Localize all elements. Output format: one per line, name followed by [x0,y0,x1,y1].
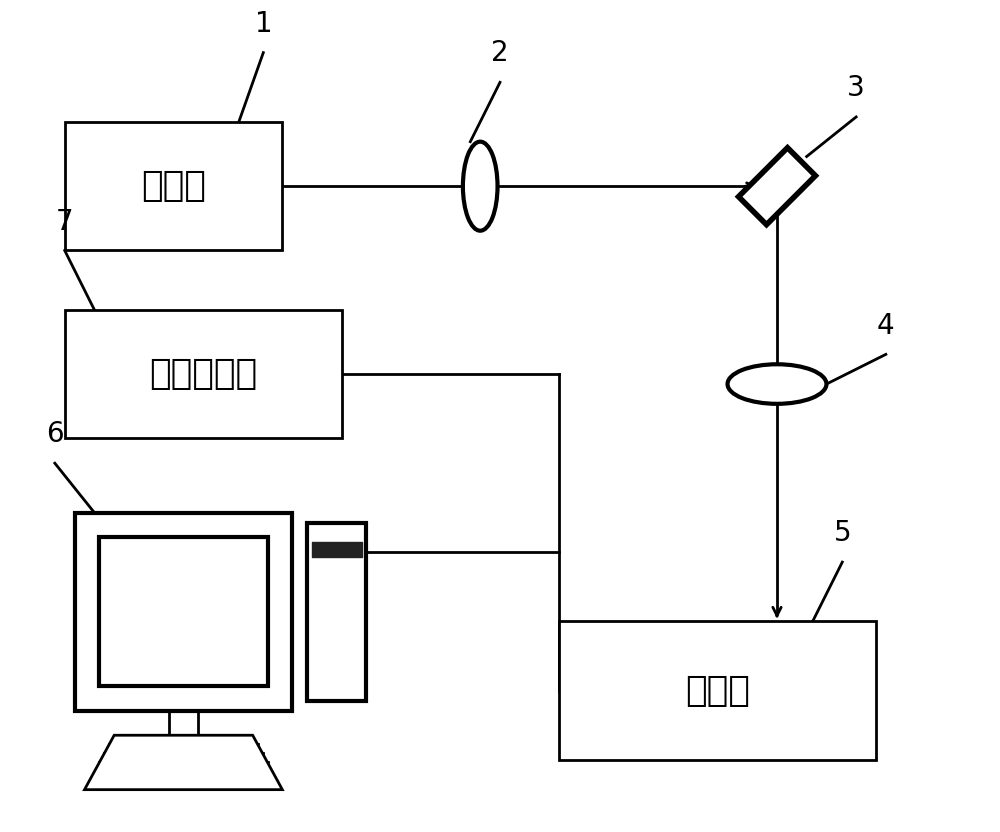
Bar [65,310,342,438]
Text: 激发源: 激发源 [141,169,206,203]
Text: 4: 4 [877,311,895,339]
Bar [307,522,366,701]
Text: 7: 7 [56,208,74,235]
Bar [99,537,268,686]
Bar [75,513,292,711]
Text: 1: 1 [255,10,272,37]
Ellipse shape [728,364,826,404]
Ellipse shape [463,141,498,230]
Text: 2: 2 [491,39,509,67]
Polygon shape [85,735,282,790]
Text: 3: 3 [847,74,865,102]
Text: 存储示波器: 存储示波器 [149,357,257,391]
Bar [65,121,282,250]
Text: 5: 5 [833,519,851,547]
Polygon shape [739,148,815,225]
Text: 6: 6 [46,420,64,448]
Bar [559,622,876,760]
Text: 光谱仪: 光谱仪 [685,674,750,708]
